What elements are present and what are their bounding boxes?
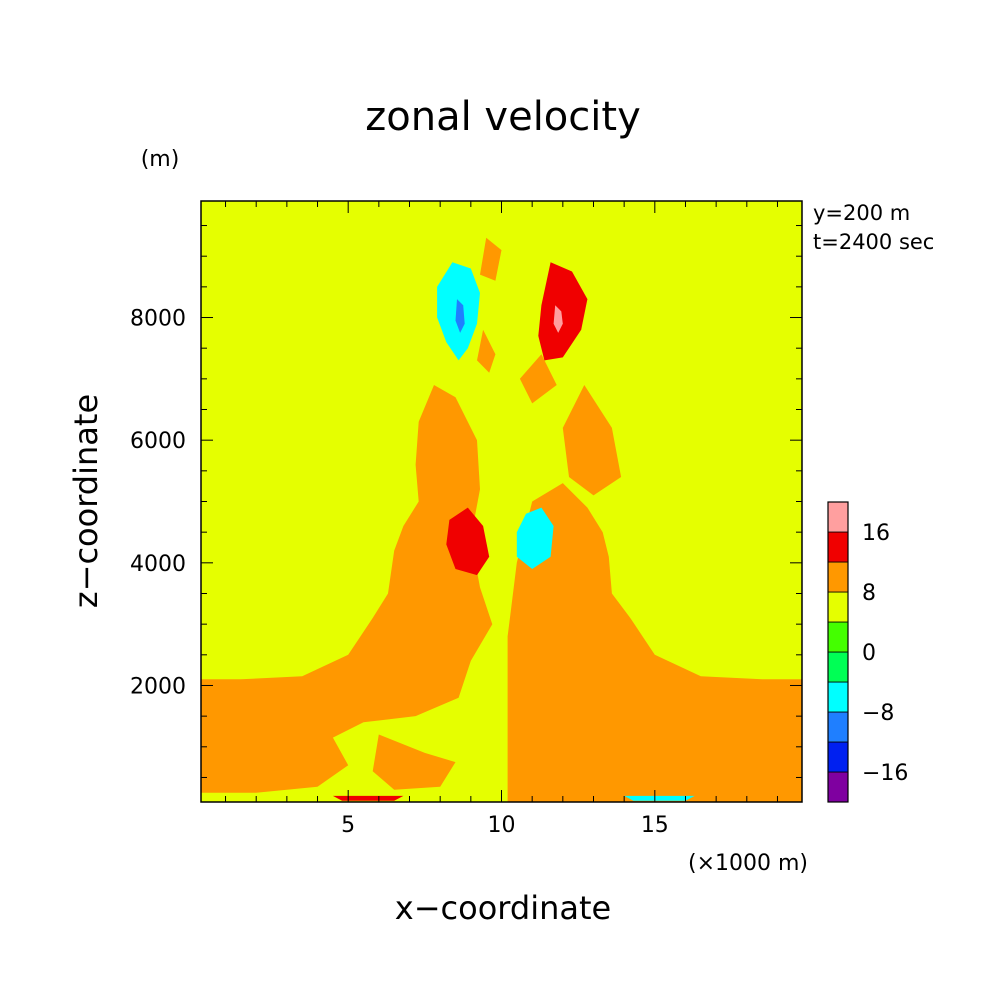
colorbar-swatch xyxy=(827,651,849,683)
contour-cyan-bottom xyxy=(624,795,695,801)
contour-positive-band xyxy=(477,329,496,373)
x-axis-ticks: 5 10 15 xyxy=(225,201,778,838)
x-axis-label: x−coordinate xyxy=(395,889,611,927)
contour-plot-area xyxy=(200,200,803,803)
colorbar-tick-label: 16 xyxy=(862,521,890,546)
colorbar-swatch xyxy=(827,681,849,713)
y-tick-label: 4000 xyxy=(130,552,186,577)
contour-positive-band xyxy=(372,734,456,790)
colorbar-frame xyxy=(827,501,849,803)
contour-yellow-bottom xyxy=(332,795,404,801)
x-unit-label: (×1000 m) xyxy=(688,851,808,876)
colorbar-swatch xyxy=(827,741,849,773)
y-tick-label: 6000 xyxy=(130,429,186,454)
colorbar: −16 −8 0 8 16 xyxy=(827,501,908,803)
colorbar-swatch xyxy=(827,711,849,743)
contour-positive-band xyxy=(201,385,493,793)
colorbar-swatch xyxy=(827,771,849,803)
y-unit-label: (m) xyxy=(141,147,180,172)
x-tick-label: 15 xyxy=(641,813,669,838)
contour-positive-band xyxy=(519,354,557,404)
colorbar-swatch xyxy=(827,501,849,533)
x-tick-label: 10 xyxy=(488,813,516,838)
contour-blue-core xyxy=(455,299,465,333)
y-tick-label: 2000 xyxy=(130,674,186,699)
contour-orange-core xyxy=(553,305,563,333)
annotation-time: t=2400 sec xyxy=(813,230,934,254)
y-tick-label: 8000 xyxy=(130,307,186,332)
colorbar-tick-label: −8 xyxy=(862,701,894,726)
y-axis-ticks: 2000 4000 6000 8000 xyxy=(130,225,802,778)
colorbar-swatch xyxy=(827,531,849,563)
x-tick-label: 5 xyxy=(341,813,355,838)
y-axis-label: z−coordinate xyxy=(67,394,105,608)
colorbar-tick-label: 8 xyxy=(862,581,876,606)
contour-yellow-mid xyxy=(446,507,490,576)
contour-regions xyxy=(201,201,802,802)
colorbar-swatch xyxy=(827,591,849,623)
colorbar-tick-label: −16 xyxy=(862,761,908,786)
chart-title: zonal velocity xyxy=(365,94,641,140)
contour-positive-band xyxy=(562,385,622,496)
colorbar-swatch xyxy=(827,561,849,593)
contour-positive-band xyxy=(480,237,502,281)
contour-yellow-core xyxy=(538,262,588,361)
colorbar-swatch xyxy=(827,621,849,653)
annotation-y-position: y=200 m xyxy=(813,201,910,225)
contour-cyan-mid xyxy=(516,507,554,569)
contour-positive-band xyxy=(507,201,802,802)
colorbar-tick-label: 0 xyxy=(862,641,876,666)
